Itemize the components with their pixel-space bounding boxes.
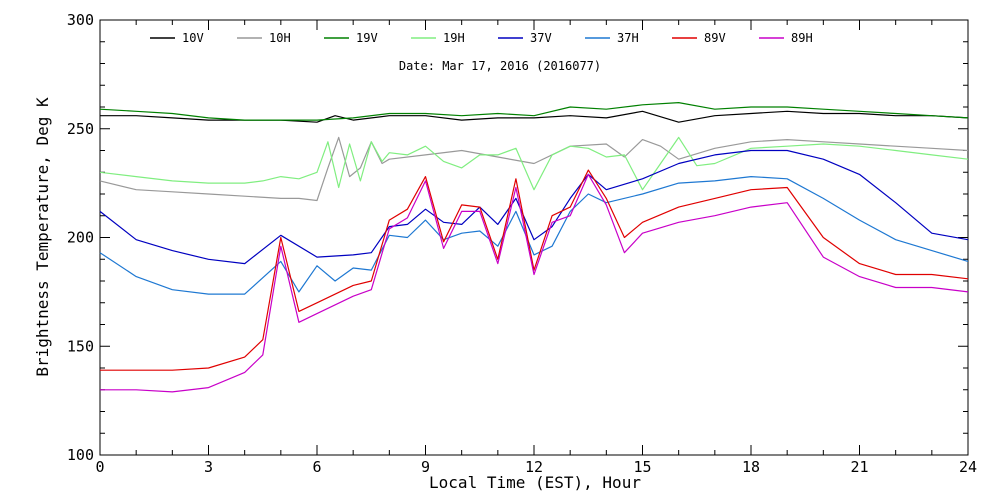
x-tick-label: 21: [850, 458, 868, 476]
axes-group: 0 3 6 9 12 15 18 21 24 100 150 200 250 300: [67, 11, 977, 476]
series-line-89v: [100, 169, 969, 371]
y-tick-label: 300: [67, 11, 94, 29]
y-axis-title: Brightness Temperature, Deg K: [33, 97, 52, 377]
x-tick-label: 6: [312, 458, 321, 476]
series-line-10v: [100, 110, 969, 123]
chart-subtitle: Date: Mar 17, 2016 (2016077): [399, 59, 601, 73]
x-tick-label: 3: [204, 458, 213, 476]
legend: 10V 10H 19V 19H 37V 37H 89V 89H: [150, 31, 813, 45]
x-tick-label: 18: [742, 458, 760, 476]
series-line-10h: [99, 136, 969, 202]
plot-frame: [99, 19, 969, 456]
x-axis-title: Local Time (EST), Hour: [429, 473, 641, 492]
legend-label-37h: 37H: [617, 31, 639, 45]
legend-label-10h: 10H: [269, 31, 291, 45]
y-tick-label: 200: [67, 229, 94, 247]
legend-label-19h: 19H: [443, 31, 465, 45]
series-line-19h: [99, 136, 969, 191]
x-tick-label: 24: [959, 458, 977, 476]
series-line-89h: [100, 173, 969, 393]
series-line-37v: [99, 149, 969, 265]
legend-label-89v: 89V: [704, 31, 726, 45]
series-line-37h: [99, 176, 969, 295]
legend-label-37v: 37V: [530, 31, 552, 45]
x-tick-label: 15: [633, 458, 651, 476]
legend-label-19v: 19V: [356, 31, 378, 45]
x-tick-label: 9: [421, 458, 430, 476]
y-tick-label: 250: [67, 120, 94, 138]
series-line-19v: [99, 101, 969, 121]
x-tick-label: 0: [95, 458, 104, 476]
y-tick-label: 100: [67, 446, 94, 464]
legend-label-89h: 89H: [791, 31, 813, 45]
series-lines-group: [99, 101, 969, 393]
legend-label-10v: 10V: [182, 31, 204, 45]
x-tick-label: 12: [525, 458, 543, 476]
y-tick-label: 150: [67, 337, 94, 355]
